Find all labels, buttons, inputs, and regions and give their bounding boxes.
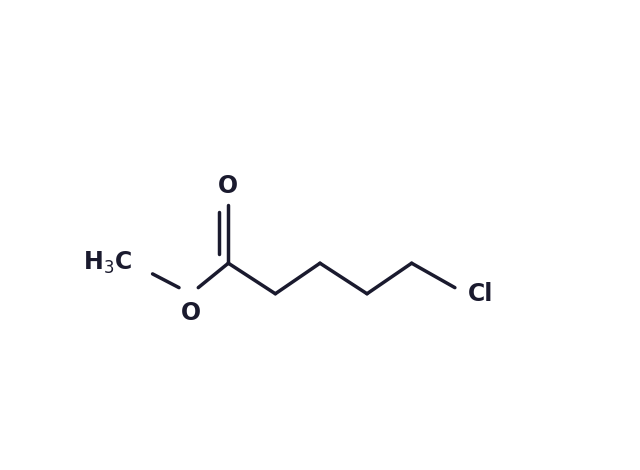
Text: Cl: Cl [468,282,493,306]
Text: O: O [180,300,201,325]
Text: O: O [218,174,239,198]
Text: H$_3$C: H$_3$C [83,250,132,276]
